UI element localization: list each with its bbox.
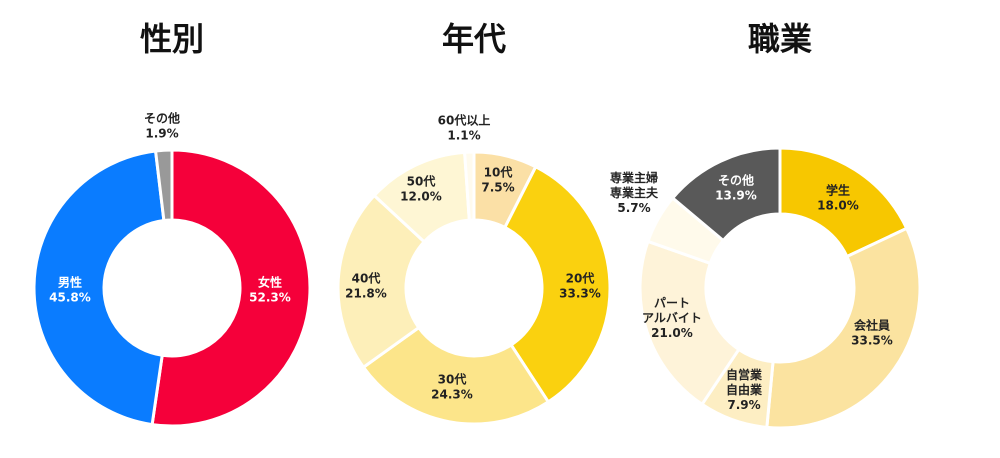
age-slice-label-5: 60代以上 1.1%	[438, 113, 491, 143]
age-slice-category-0: 10代	[484, 165, 513, 180]
occupation-slice-label-5: その他 13.9%	[715, 173, 757, 203]
occupation-slice-category-2: 自由業	[726, 382, 763, 397]
occupation-slice-category-5: その他	[718, 173, 754, 188]
gender-slice-2	[153, 148, 174, 223]
age-slice-category-1: 20代	[566, 271, 595, 286]
age-slice-category-5: 60代以上	[438, 113, 491, 128]
occupation-slice-3	[638, 239, 741, 407]
age-slice-5	[463, 150, 476, 222]
age-slice-2	[361, 325, 551, 426]
gender-slice-value-2: 1.9%	[145, 127, 178, 141]
occupation-slice-category-0: 学生	[826, 183, 850, 198]
gender-slice-label-1: 男性 45.8%	[49, 275, 91, 305]
age-slice-value-5: 1.1%	[447, 129, 480, 143]
occupation-slice-category-3: パート	[654, 296, 690, 310]
age-slice-1	[502, 164, 612, 404]
occupation-slice-value-2: 7.9%	[727, 398, 760, 412]
age-slice-3	[336, 193, 427, 370]
age-slice-value-2: 24.3%	[431, 388, 473, 402]
occupation-slice-category-3: アルバイト	[642, 311, 702, 325]
occupation-slice-5	[670, 146, 782, 243]
gender-slice-value-1: 45.8%	[49, 291, 91, 305]
occupation-slice-category-4: 専業主夫	[610, 185, 659, 200]
gender-slice-label-0: 女性 52.3%	[249, 275, 291, 305]
chart-title-age: 年代	[442, 20, 506, 58]
age-slice-category-4: 50代	[407, 174, 436, 189]
age-slice-category-2: 30代	[438, 372, 467, 387]
occupation-slice-value-1: 33.5%	[851, 334, 893, 348]
occupation-slice-label-4: 専業主婦専業主夫 5.7%	[610, 170, 659, 215]
occupation-slice-value-5: 13.9%	[715, 189, 757, 203]
occupation-slice-label-3: パートアルバイト 21.0%	[642, 296, 702, 340]
age-slice-label-1: 20代 33.3%	[559, 271, 601, 301]
age-slice-value-0: 7.5%	[481, 181, 514, 195]
age-slice-label-0: 10代 7.5%	[481, 165, 514, 195]
age-slice-label-2: 30代 24.3%	[431, 372, 473, 402]
occupation-slice-label-0: 学生 18.0%	[817, 183, 859, 213]
age-slice-label-3: 40代 21.8%	[345, 271, 387, 301]
occupation-slice-value-0: 18.0%	[817, 199, 859, 213]
gender-slice-1	[32, 149, 166, 427]
occupation-slice-value-3: 21.0%	[651, 326, 693, 340]
gender-slice-category-2: その他	[144, 111, 180, 126]
chart-title-occupation: 職業	[748, 20, 812, 58]
occupation-slice-1	[765, 226, 922, 430]
occupation-slice-category-2: 自営業	[726, 367, 763, 382]
gender-slice-category-0: 女性	[258, 275, 282, 290]
gender-slice-0	[150, 148, 312, 428]
occupation-slice-label-1: 会社員 33.5%	[851, 318, 893, 348]
occupation-slice-category-4: 専業主婦	[610, 170, 658, 185]
age-slice-value-1: 33.3%	[559, 287, 601, 301]
occupation-slice-label-2: 自営業自由業 7.9%	[726, 367, 763, 412]
occupation-slice-category-1: 会社員	[854, 318, 890, 333]
age-slice-category-3: 40代	[352, 271, 381, 286]
gender-slice-value-0: 52.3%	[249, 291, 291, 305]
chart-title-gender: 性別	[140, 20, 204, 58]
age-slice-label-4: 50代 12.0%	[400, 174, 442, 204]
age-slice-value-3: 21.8%	[345, 287, 387, 301]
age-slice-value-4: 12.0%	[400, 190, 442, 204]
gender-slice-label-2: その他 1.9%	[144, 111, 180, 141]
occupation-slice-value-4: 5.7%	[617, 201, 650, 215]
gender-slice-category-1: 男性	[58, 275, 82, 290]
occupation-slice-0	[778, 146, 909, 259]
